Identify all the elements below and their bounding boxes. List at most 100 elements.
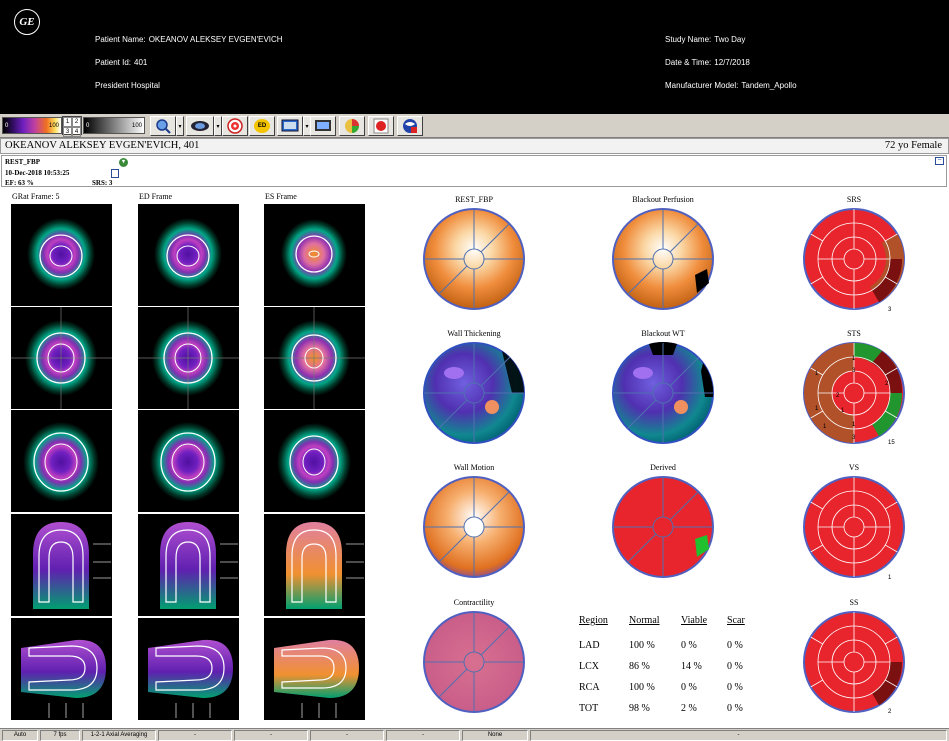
es-horizontal-long-axis[interactable]	[264, 618, 365, 720]
screen-button[interactable]	[310, 116, 336, 136]
ef-value: EF: 63 %	[5, 179, 34, 187]
status-mode[interactable]: Auto	[2, 730, 38, 741]
table-cell: LAD	[579, 640, 600, 651]
table-cell: 86 %	[629, 661, 650, 672]
table-cell: 100 %	[629, 640, 655, 651]
gray-scale-min: 0	[86, 123, 90, 129]
color-scale-max: 100	[48, 123, 59, 129]
globe-icon	[403, 119, 417, 133]
ss-score-label: 2	[888, 709, 892, 715]
ss-score-map[interactable]	[802, 610, 906, 714]
srs-title: SRS	[846, 195, 862, 204]
table-cell: 98 %	[629, 703, 650, 714]
sts-score-map[interactable]	[802, 341, 906, 445]
ed-vertical-long-axis[interactable]	[138, 514, 239, 616]
color-wheel-button[interactable]	[339, 116, 365, 136]
gray-scale-bar[interactable]: 0 100	[83, 117, 145, 134]
grat-short-axis-mid[interactable]	[11, 307, 112, 409]
srs-value: SRS: 3	[92, 179, 113, 187]
rest-fbp-polar-map[interactable]	[422, 207, 526, 311]
sts-segment-label: 3	[852, 435, 856, 441]
ed-button[interactable]: ED	[249, 116, 275, 136]
study-name-label: Study Name:	[665, 35, 712, 44]
note-icon[interactable]	[111, 169, 119, 178]
table-header-normal: Normal	[629, 615, 660, 626]
frame-cell[interactable]: 4	[72, 127, 81, 137]
status-filter[interactable]: None	[462, 730, 528, 741]
wall-thickening-title: Wall Thickening	[447, 329, 501, 338]
contractility-polar-map[interactable]	[422, 610, 526, 714]
table-cell: 0 %	[681, 682, 697, 693]
model-line: Manufacturer Model: Tandem_Apollo	[665, 81, 797, 90]
status-fps[interactable]: 7 fps	[40, 730, 80, 741]
frame-cell[interactable]: 3	[63, 127, 72, 137]
datetime-line: Date & Time: 12/7/2018	[665, 58, 750, 67]
banner-age-sex: 72 yo Female	[884, 140, 942, 151]
heart-3d-button[interactable]	[186, 116, 214, 136]
grat-horizontal-long-axis[interactable]	[11, 618, 112, 720]
target-button[interactable]	[222, 116, 248, 136]
es-frame-title: ES Frame	[265, 192, 297, 201]
wall-motion-polar-map[interactable]	[422, 475, 526, 579]
target-icon	[227, 118, 243, 134]
table-header-scar: Scar	[727, 615, 745, 626]
table-cell: 0 %	[727, 682, 743, 693]
derived-title: Derived	[650, 463, 676, 472]
ed-short-axis-mid[interactable]	[138, 307, 239, 409]
es-vertical-long-axis[interactable]	[264, 514, 365, 616]
es-short-axis-apical[interactable]	[264, 204, 365, 306]
blackout-wt-polar-map[interactable]	[611, 341, 715, 445]
toolbar: 0 100 1 2 3 4 0 100 ▾ ▾ ED ▾	[0, 114, 949, 138]
hospital-name: President Hospital	[95, 81, 160, 90]
table-cell: 14 %	[681, 661, 702, 672]
table-cell: 100 %	[629, 682, 655, 693]
monitor-button[interactable]	[277, 116, 303, 136]
datetime-value: 12/7/2018	[714, 58, 750, 67]
record-button[interactable]	[368, 116, 394, 136]
minimize-button[interactable]: −	[935, 157, 944, 165]
table-header-region: Region	[579, 615, 608, 626]
zoom-button[interactable]	[150, 116, 176, 136]
grat-short-axis-apical[interactable]	[11, 204, 112, 306]
table-cell: RCA	[579, 682, 600, 693]
sts-title: STS	[847, 329, 861, 338]
status-averaging[interactable]: 1-2-1 Axial Averaging	[82, 730, 156, 741]
es-short-axis-mid[interactable]	[264, 307, 365, 409]
ed-frame-title: ED Frame	[139, 192, 173, 201]
wall-motion-title: Wall Motion	[453, 463, 495, 472]
ed-icon: ED	[254, 119, 270, 133]
color-scale-min: 0	[5, 123, 9, 129]
ed-horizontal-long-axis[interactable]	[138, 618, 239, 720]
frame-cell[interactable]: 2	[72, 117, 81, 127]
ed-short-axis-apical[interactable]	[138, 204, 239, 306]
grat-short-axis-basal[interactable]	[11, 410, 112, 512]
dataset-info-panel: REST_FBP 10-Dec-2018 10:53:25 EF: 63 % S…	[1, 155, 947, 187]
sts-score-label: 15	[888, 440, 895, 446]
heart-3d-dropdown[interactable]: ▾	[214, 116, 222, 136]
srs-score-map[interactable]	[802, 207, 906, 311]
gray-scale-max: 100	[131, 123, 142, 129]
blackout-perfusion-polar-map[interactable]	[611, 207, 715, 311]
es-short-axis-basal[interactable]	[264, 410, 365, 512]
datetime-label: Date & Time:	[665, 58, 712, 67]
status-icon: ▾	[119, 158, 128, 167]
frame-cell[interactable]: 1	[63, 117, 72, 127]
derived-polar-map[interactable]	[611, 475, 715, 579]
wall-thickening-polar-map[interactable]	[422, 341, 526, 445]
table-cell: TOT	[579, 703, 599, 714]
ed-short-axis-basal[interactable]	[138, 410, 239, 512]
grat-vertical-long-axis[interactable]	[11, 514, 112, 616]
ge-logo-icon: GE	[14, 9, 40, 35]
sts-segment-label: 1	[841, 408, 845, 414]
sts-segment-label: 2	[836, 393, 840, 399]
frame-layout-grid[interactable]: 1 2 3 4	[62, 116, 82, 137]
color-scale-bar[interactable]: 0 100	[2, 117, 62, 134]
blackout-wt-title: Blackout WT	[641, 329, 685, 338]
blackout-perfusion-title: Blackout Perfusion	[632, 195, 694, 204]
table-cell: LCX	[579, 661, 599, 672]
globe-button[interactable]	[397, 116, 423, 136]
table-header-viable: Viable	[681, 615, 708, 626]
patient-name-value: OKEANOV ALEKSEY EVGEN'EVICH	[148, 35, 283, 44]
vs-score-map[interactable]	[802, 475, 906, 579]
zoom-dropdown[interactable]: ▾	[176, 116, 184, 136]
